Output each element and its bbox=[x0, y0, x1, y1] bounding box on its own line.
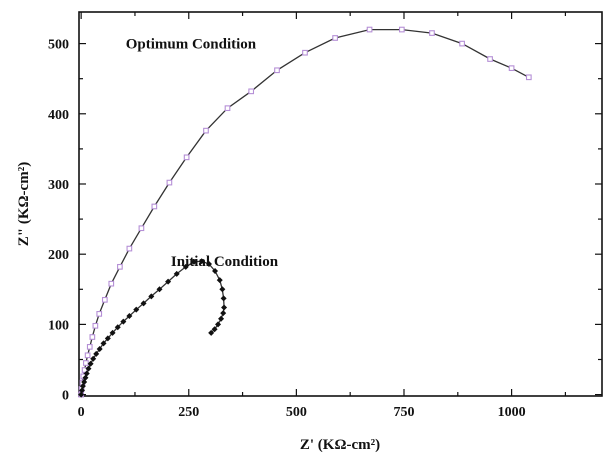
data-point bbox=[212, 268, 219, 275]
data-point bbox=[79, 387, 86, 394]
data-point bbox=[183, 154, 190, 161]
data-point bbox=[190, 258, 197, 265]
data-point bbox=[108, 280, 115, 287]
data-point bbox=[274, 67, 280, 74]
data-point bbox=[220, 310, 227, 317]
y-tick-label: 200 bbox=[48, 248, 69, 263]
data-point bbox=[126, 312, 133, 319]
data-point bbox=[148, 293, 155, 300]
data-point bbox=[173, 270, 180, 277]
fit-lines bbox=[80, 28, 530, 395]
data-point bbox=[87, 360, 94, 367]
series-line-1 bbox=[80, 260, 225, 395]
data-point bbox=[218, 315, 225, 322]
series-annotation: Initial Condition bbox=[171, 254, 279, 270]
data-point bbox=[216, 277, 223, 284]
data-point bbox=[151, 203, 158, 210]
series-line-0 bbox=[80, 28, 530, 395]
x-tick-label: 250 bbox=[178, 405, 199, 420]
tick-marks bbox=[79, 12, 602, 396]
data-point bbox=[83, 360, 89, 366]
data-point bbox=[90, 355, 97, 362]
data-point bbox=[133, 306, 140, 313]
tick-labels: 0 250 500 750 1000 0 100 200 300 400 500 bbox=[48, 38, 526, 420]
data-point bbox=[487, 56, 493, 62]
data-point bbox=[96, 345, 103, 352]
data-point bbox=[89, 334, 96, 340]
data-point bbox=[205, 261, 212, 268]
data-point bbox=[215, 321, 222, 328]
x-tick-label: 750 bbox=[393, 405, 414, 420]
y-axis-label: Z" (KΩ-cm²) bbox=[16, 162, 32, 246]
y-tick-label: 0 bbox=[62, 389, 69, 404]
data-point bbox=[182, 263, 189, 270]
data-point bbox=[92, 322, 99, 329]
data-point bbox=[126, 245, 133, 252]
x-tick-label: 500 bbox=[286, 405, 307, 420]
y-tick-label: 500 bbox=[48, 38, 69, 53]
data-point bbox=[198, 258, 205, 265]
data-point bbox=[508, 65, 515, 72]
y-tick-label: 400 bbox=[48, 108, 69, 123]
data-point bbox=[224, 105, 231, 112]
data-point bbox=[429, 30, 435, 36]
data-point bbox=[117, 263, 123, 270]
data-point bbox=[83, 370, 90, 377]
data-point bbox=[100, 340, 107, 347]
y-tick-label: 300 bbox=[48, 178, 69, 193]
series-annotation: Optimum Condition bbox=[126, 37, 257, 53]
data-point bbox=[459, 40, 465, 47]
data-point bbox=[332, 35, 338, 41]
data-point bbox=[86, 344, 93, 350]
data-point bbox=[140, 300, 147, 307]
data-point bbox=[101, 296, 108, 303]
data-point bbox=[221, 304, 228, 311]
data-points bbox=[78, 26, 532, 398]
data-point bbox=[109, 329, 116, 336]
data-point bbox=[156, 286, 163, 293]
x-tick-label: 1000 bbox=[498, 405, 526, 420]
data-point bbox=[211, 326, 218, 333]
plot-frame bbox=[78, 11, 603, 397]
data-point bbox=[114, 324, 121, 331]
data-point bbox=[96, 311, 103, 317]
data-point bbox=[366, 26, 373, 33]
data-point bbox=[78, 391, 85, 398]
data-point bbox=[219, 286, 226, 293]
data-point bbox=[203, 127, 209, 134]
data-point bbox=[208, 329, 215, 336]
data-point bbox=[104, 335, 111, 342]
y-tick-label: 100 bbox=[48, 318, 69, 333]
data-point bbox=[165, 278, 172, 285]
data-point bbox=[166, 179, 173, 186]
data-point bbox=[220, 295, 227, 302]
data-point bbox=[120, 318, 127, 325]
data-point bbox=[302, 49, 308, 56]
data-point bbox=[85, 365, 92, 372]
data-point bbox=[525, 74, 532, 81]
x-axis-label: Z' (KΩ-cm²) bbox=[300, 437, 380, 453]
annotations: Optimum Condition Initial Condition bbox=[126, 37, 279, 271]
data-point bbox=[138, 225, 145, 232]
data-point bbox=[93, 350, 100, 357]
x-tick-label: 0 bbox=[78, 405, 85, 420]
data-point bbox=[398, 26, 405, 33]
data-point bbox=[248, 88, 255, 95]
data-point bbox=[84, 352, 91, 359]
